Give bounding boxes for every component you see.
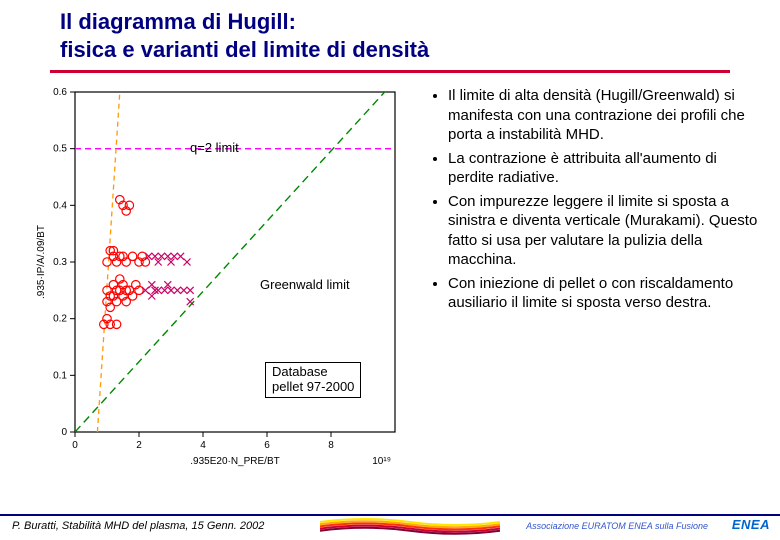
svg-text:0: 0 bbox=[61, 427, 67, 438]
svg-text:0.4: 0.4 bbox=[53, 200, 67, 211]
bullet-list: Il limite di alta densità (Hugill/Greenw… bbox=[430, 86, 760, 317]
slide-title: Il diagramma di Hugill: fisica e variant… bbox=[60, 8, 720, 63]
footer-association: Associazione EURATOM ENEA sulla Fusione bbox=[526, 521, 708, 531]
svg-text:6: 6 bbox=[264, 440, 270, 451]
hugill-chart: 0 2 4 6 8 0 0.1 0.2 0.3 0.4 0.5 0.6 .935E20·N_PRE/BT… bbox=[30, 82, 410, 472]
svg-text:.935E20·N_PRE/BT: .935E20·N_PRE/BT bbox=[190, 456, 280, 467]
svg-text:4: 4 bbox=[200, 440, 206, 451]
footer-author: P. Buratti, Stabilità MHD del plasma, 15… bbox=[12, 520, 264, 532]
svg-text:2: 2 bbox=[136, 440, 142, 451]
svg-text:10¹⁹: 10¹⁹ bbox=[372, 456, 391, 467]
footer-wave-icon bbox=[320, 518, 500, 536]
svg-text:0: 0 bbox=[72, 440, 78, 451]
svg-text:0.5: 0.5 bbox=[53, 144, 67, 155]
footer-logo-text: ENEA bbox=[732, 517, 770, 532]
svg-text:8: 8 bbox=[328, 440, 334, 451]
bullet-item: Il limite di alta densità (Hugill/Greenw… bbox=[448, 86, 760, 145]
bullet-item: Con impurezze leggere il limite si spost… bbox=[448, 192, 760, 270]
svg-text:0.6: 0.6 bbox=[53, 87, 67, 98]
title-underline bbox=[50, 70, 730, 73]
footer: P. Buratti, Stabilità MHD del plasma, 15… bbox=[0, 514, 780, 540]
db-line2: pellet 97-2000 bbox=[272, 379, 354, 394]
annotation-greenwald-limit: Greenwald limit bbox=[260, 277, 350, 292]
bullet-item: La contrazione è attribuita all'aumento … bbox=[448, 149, 760, 188]
svg-text:.935·IP/A/.09/BT: .935·IP/A/.09/BT bbox=[36, 225, 47, 299]
footer-rule bbox=[0, 514, 780, 516]
annotation-q2-limit: q=2 limit bbox=[190, 140, 239, 155]
title-line-2: fisica e varianti del limite di densità bbox=[60, 36, 720, 64]
svg-text:0.3: 0.3 bbox=[53, 257, 67, 268]
svg-text:0.1: 0.1 bbox=[53, 370, 67, 381]
annotation-database-box: Database pellet 97-2000 bbox=[265, 362, 361, 398]
bullet-item: Con iniezione di pellet o con riscaldame… bbox=[448, 274, 760, 313]
db-line1: Database bbox=[272, 364, 328, 379]
svg-text:0.2: 0.2 bbox=[53, 314, 67, 325]
title-line-1: Il diagramma di Hugill: bbox=[60, 8, 720, 36]
